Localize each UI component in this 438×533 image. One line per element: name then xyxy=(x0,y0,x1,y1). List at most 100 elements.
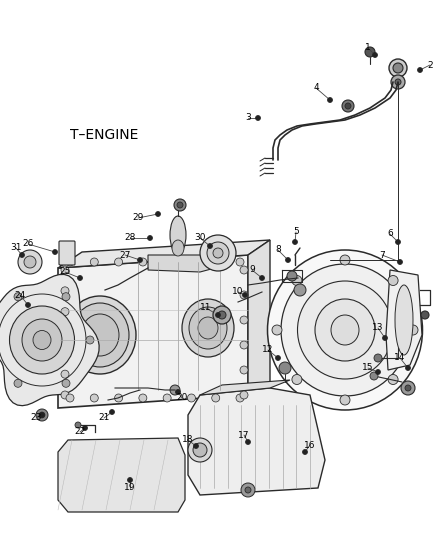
Ellipse shape xyxy=(22,319,62,361)
Circle shape xyxy=(245,487,251,493)
Circle shape xyxy=(255,116,261,120)
Text: 15: 15 xyxy=(362,364,374,373)
Text: 29: 29 xyxy=(132,214,144,222)
Circle shape xyxy=(18,250,42,274)
Circle shape xyxy=(115,394,123,402)
Circle shape xyxy=(328,98,332,102)
Circle shape xyxy=(39,413,45,417)
Ellipse shape xyxy=(268,250,423,410)
Circle shape xyxy=(393,63,403,73)
Circle shape xyxy=(53,249,57,254)
Text: 27: 27 xyxy=(119,251,131,260)
Circle shape xyxy=(61,328,69,336)
Ellipse shape xyxy=(81,314,119,356)
Circle shape xyxy=(382,335,388,341)
Circle shape xyxy=(374,354,382,362)
Text: 4: 4 xyxy=(313,84,319,93)
Ellipse shape xyxy=(64,296,136,374)
Text: 26: 26 xyxy=(22,239,34,248)
Circle shape xyxy=(176,390,180,394)
Ellipse shape xyxy=(172,240,184,256)
Text: 20: 20 xyxy=(177,393,188,402)
Circle shape xyxy=(236,394,244,402)
Circle shape xyxy=(259,276,265,280)
Circle shape xyxy=(66,258,74,266)
Circle shape xyxy=(340,395,350,405)
Circle shape xyxy=(375,369,381,375)
Text: 18: 18 xyxy=(182,435,194,445)
Circle shape xyxy=(391,75,405,89)
Circle shape xyxy=(240,316,248,324)
Circle shape xyxy=(24,256,36,268)
Circle shape xyxy=(127,478,133,482)
Circle shape xyxy=(401,381,415,395)
Circle shape xyxy=(417,68,423,72)
Circle shape xyxy=(170,385,180,395)
Text: 14: 14 xyxy=(394,353,406,362)
Circle shape xyxy=(240,266,248,274)
Circle shape xyxy=(396,239,400,245)
Text: 22: 22 xyxy=(74,427,85,437)
Ellipse shape xyxy=(315,299,375,361)
Circle shape xyxy=(293,239,297,245)
Circle shape xyxy=(286,257,290,262)
Circle shape xyxy=(395,79,401,85)
Text: 7: 7 xyxy=(379,251,385,260)
Circle shape xyxy=(177,202,183,208)
Circle shape xyxy=(213,306,231,324)
Text: 8: 8 xyxy=(275,246,281,254)
Circle shape xyxy=(408,325,418,335)
Text: 31: 31 xyxy=(10,244,22,253)
Text: 24: 24 xyxy=(14,290,26,300)
Circle shape xyxy=(365,47,375,57)
Circle shape xyxy=(303,449,307,455)
Circle shape xyxy=(61,287,69,295)
Circle shape xyxy=(139,394,147,402)
Text: T–ENGINE: T–ENGINE xyxy=(70,128,138,142)
Text: 9: 9 xyxy=(249,265,255,274)
Text: 2: 2 xyxy=(427,61,433,69)
Circle shape xyxy=(405,385,411,391)
Circle shape xyxy=(36,409,48,421)
Circle shape xyxy=(340,255,350,265)
Text: 30: 30 xyxy=(194,233,206,243)
Text: 16: 16 xyxy=(304,440,316,449)
Circle shape xyxy=(61,266,69,274)
Circle shape xyxy=(110,409,114,415)
Circle shape xyxy=(345,103,351,109)
Circle shape xyxy=(236,258,244,266)
Circle shape xyxy=(25,303,31,308)
Circle shape xyxy=(213,248,223,258)
Circle shape xyxy=(78,276,82,280)
Circle shape xyxy=(39,412,45,418)
Text: 28: 28 xyxy=(124,233,136,243)
Polygon shape xyxy=(148,255,215,272)
Ellipse shape xyxy=(395,285,413,355)
Circle shape xyxy=(200,235,236,271)
Circle shape xyxy=(212,258,220,266)
Circle shape xyxy=(188,438,212,462)
Circle shape xyxy=(174,199,186,211)
Circle shape xyxy=(155,212,160,216)
Ellipse shape xyxy=(198,317,218,339)
Circle shape xyxy=(342,100,354,112)
Circle shape xyxy=(240,391,248,399)
Text: 12: 12 xyxy=(262,345,274,354)
Ellipse shape xyxy=(182,299,234,357)
Text: 17: 17 xyxy=(238,431,250,440)
Circle shape xyxy=(90,258,98,266)
Circle shape xyxy=(241,483,255,497)
Polygon shape xyxy=(188,388,325,495)
Circle shape xyxy=(370,372,378,380)
Circle shape xyxy=(194,443,198,448)
Circle shape xyxy=(62,379,70,387)
Circle shape xyxy=(215,312,220,318)
Text: 10: 10 xyxy=(232,287,244,296)
Circle shape xyxy=(398,260,403,264)
Circle shape xyxy=(62,293,70,301)
Circle shape xyxy=(276,356,280,360)
Polygon shape xyxy=(248,240,270,405)
Ellipse shape xyxy=(331,315,359,345)
Circle shape xyxy=(207,242,229,264)
Text: 5: 5 xyxy=(293,228,299,237)
